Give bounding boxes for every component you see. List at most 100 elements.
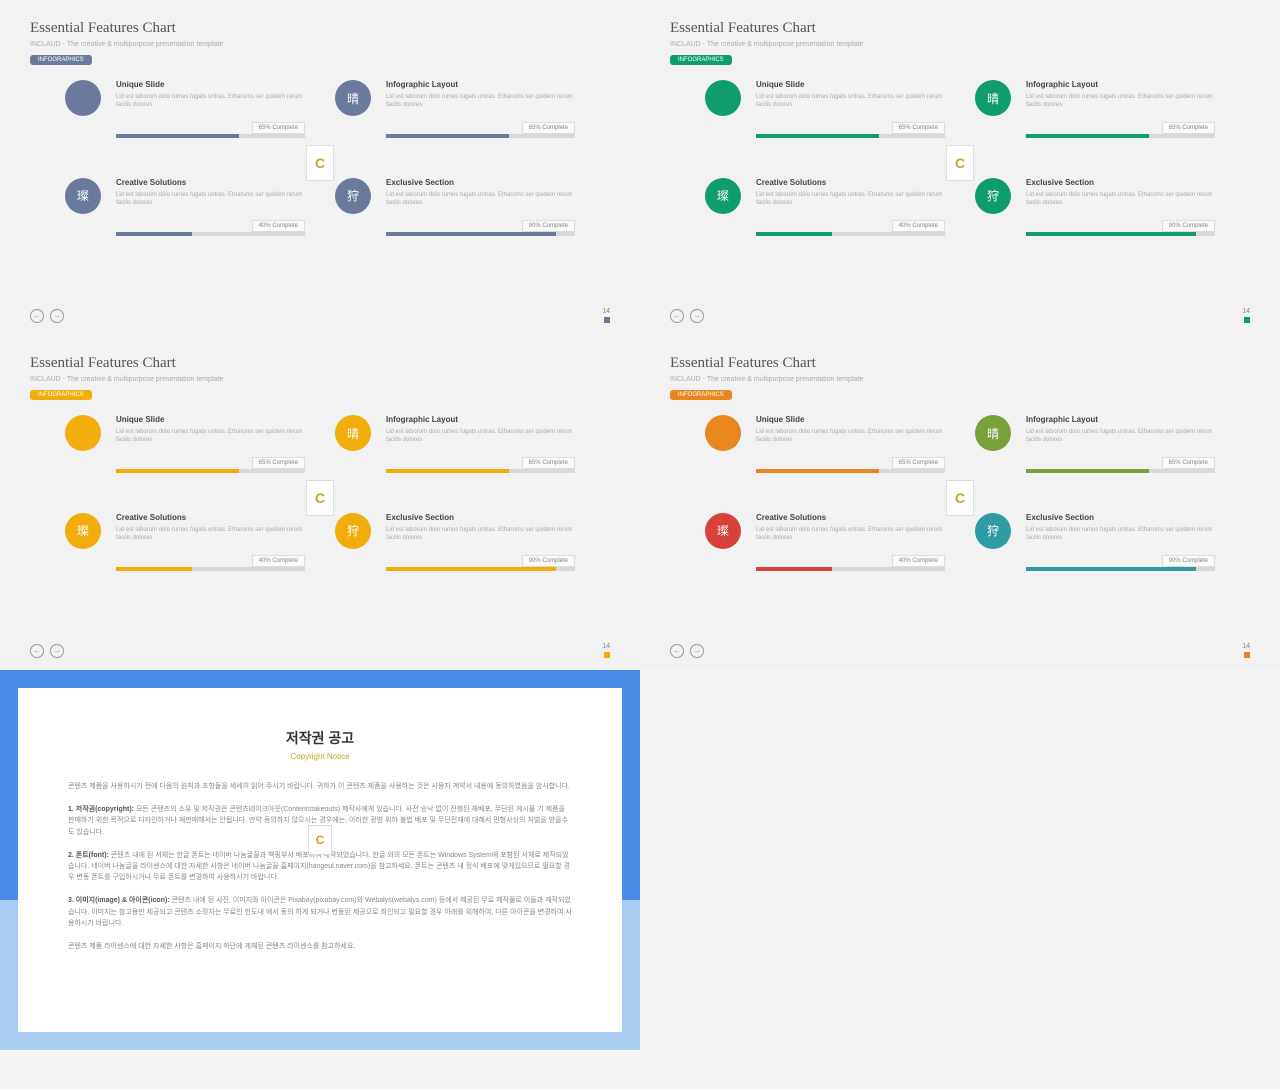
feature-title: Unique Slide bbox=[116, 80, 305, 89]
progress-label: 40% Complete bbox=[252, 220, 305, 232]
progress-bar bbox=[756, 232, 945, 236]
prev-button[interactable]: ← bbox=[670, 644, 684, 658]
feature-1: 晴 Infographic Layout Lid est laborum dol… bbox=[335, 415, 575, 473]
feature-0: Unique Slide Lid est laborum dolo rumes … bbox=[65, 80, 305, 138]
progress-label: 40% Complete bbox=[252, 555, 305, 567]
feature-title: Exclusive Section bbox=[1026, 178, 1215, 187]
page-subtitle: INCLAUD - The creative & multipurpose pr… bbox=[30, 376, 610, 383]
feature-desc: Lid est laborum dolo rumes fugats untras… bbox=[756, 191, 945, 208]
progress-label: 65% Complete bbox=[892, 122, 945, 134]
feature-0: Unique Slide Lid est laborum dolo rumes … bbox=[705, 415, 945, 473]
feature-3: 狩 Exclusive Section Lid est laborum dolo… bbox=[975, 513, 1215, 571]
feature-3: 狩 Exclusive Section Lid est laborum dolo… bbox=[335, 513, 575, 571]
progress-label: 65% Complete bbox=[892, 457, 945, 469]
progress-bar bbox=[116, 567, 305, 571]
page-subtitle: INCLAUD - The creative & multipurpose pr… bbox=[670, 376, 1250, 383]
feature-2: 璨 Creative Solutions Lid est laborum dol… bbox=[705, 513, 945, 571]
feature-3: 狩 Exclusive Section Lid est laborum dolo… bbox=[975, 178, 1215, 236]
progress-label: 65% Complete bbox=[252, 122, 305, 134]
progress-bar bbox=[116, 469, 305, 473]
page-subtitle: INCLAUD - The creative & multipurpose pr… bbox=[670, 41, 1250, 48]
next-button[interactable]: → bbox=[690, 309, 704, 323]
feature-desc: Lid est laborum dolo rumes fugats untras… bbox=[1026, 191, 1215, 208]
feature-icon: 璨 bbox=[705, 178, 741, 214]
page-number: 14 bbox=[1242, 643, 1250, 650]
slide-1: Essential Features Chart INCLAUD - The c… bbox=[0, 0, 640, 335]
next-button[interactable]: → bbox=[50, 644, 64, 658]
page-title: Essential Features Chart bbox=[30, 355, 610, 372]
prev-button[interactable]: ← bbox=[30, 644, 44, 658]
progress-bar bbox=[386, 232, 575, 236]
feature-icon: 璨 bbox=[65, 513, 101, 549]
feature-desc: Lid est laborum dolo rumes fugats untras… bbox=[116, 428, 305, 445]
feature-desc: Lid est laborum dolo rumes fugats untras… bbox=[386, 526, 575, 543]
feature-title: Infographic Layout bbox=[386, 80, 575, 89]
page-number: 14 bbox=[602, 643, 610, 650]
page-subtitle: INCLAUD - The creative & multipurpose pr… bbox=[30, 41, 610, 48]
feature-icon: 狩 bbox=[975, 513, 1011, 549]
feature-desc: Lid est laborum dolo rumes fugats untras… bbox=[116, 191, 305, 208]
feature-title: Unique Slide bbox=[116, 415, 305, 424]
feature-desc: Lid est laborum dolo rumes fugats untras… bbox=[1026, 526, 1215, 543]
progress-label: 65% Complete bbox=[522, 122, 575, 134]
feature-icon: 晴 bbox=[335, 415, 371, 451]
progress-label: 40% Complete bbox=[892, 220, 945, 232]
feature-desc: Lid est laborum dolo rumes fugats untras… bbox=[386, 191, 575, 208]
brand-logo: C bbox=[306, 480, 334, 516]
page-marker bbox=[1244, 317, 1250, 323]
feature-icon: 晴 bbox=[975, 80, 1011, 116]
thumbnail-grid: Essential Features Chart INCLAUD - The c… bbox=[0, 0, 1280, 1050]
feature-0: Unique Slide Lid est laborum dolo rumes … bbox=[65, 415, 305, 473]
brand-logo: C bbox=[946, 480, 974, 516]
feature-1: 晴 Infographic Layout Lid est laborum dol… bbox=[335, 80, 575, 138]
progress-label: 65% Complete bbox=[522, 457, 575, 469]
brand-logo: C bbox=[946, 145, 974, 181]
page-title: Essential Features Chart bbox=[30, 20, 610, 37]
progress-bar bbox=[1026, 134, 1215, 138]
prev-button[interactable]: ← bbox=[670, 309, 684, 323]
progress-bar bbox=[386, 567, 575, 571]
category-badge: INFOGRAPHICS bbox=[670, 390, 732, 400]
slide-2: Essential Features Chart INCLAUD - The c… bbox=[640, 0, 1280, 335]
feature-title: Creative Solutions bbox=[756, 513, 945, 522]
feature-desc: Lid est laborum dolo rumes fugats untras… bbox=[756, 93, 945, 110]
brand-logo: C bbox=[308, 825, 332, 855]
feature-title: Creative Solutions bbox=[116, 178, 305, 187]
slide-4: Essential Features Chart INCLAUD - The c… bbox=[640, 335, 1280, 670]
progress-label: 65% Complete bbox=[252, 457, 305, 469]
prev-button[interactable]: ← bbox=[30, 309, 44, 323]
notice-image: 3. 이미지(image) & 아이콘(icon): 콘텐츠 내에 된 사진, … bbox=[68, 895, 572, 929]
progress-bar bbox=[756, 469, 945, 473]
next-button[interactable]: → bbox=[50, 309, 64, 323]
feature-desc: Lid est laborum dolo rumes fugats untras… bbox=[1026, 93, 1215, 110]
feature-title: Infographic Layout bbox=[1026, 415, 1215, 424]
page-marker bbox=[1244, 652, 1250, 658]
page-number: 14 bbox=[602, 308, 610, 315]
feature-desc: Lid est laborum dolo rumes fugats untras… bbox=[386, 93, 575, 110]
progress-label: 90% Complete bbox=[522, 220, 575, 232]
feature-title: Infographic Layout bbox=[386, 415, 575, 424]
progress-label: 90% Complete bbox=[1162, 555, 1215, 567]
feature-1: 晴 Infographic Layout Lid est laborum dol… bbox=[975, 415, 1215, 473]
feature-title: Exclusive Section bbox=[1026, 513, 1215, 522]
progress-bar bbox=[386, 134, 575, 138]
feature-2: 璨 Creative Solutions Lid est laborum dol… bbox=[65, 513, 305, 571]
feature-desc: Lid est laborum dolo rumes fugats untras… bbox=[756, 526, 945, 543]
brand-logo: C bbox=[306, 145, 334, 181]
progress-bar bbox=[116, 232, 305, 236]
category-badge: INFOGRAPHICS bbox=[30, 390, 92, 400]
feature-desc: Lid est laborum dolo rumes fugats untras… bbox=[756, 428, 945, 445]
feature-icon bbox=[705, 80, 741, 116]
slide-3: Essential Features Chart INCLAUD - The c… bbox=[0, 335, 640, 670]
progress-bar bbox=[1026, 232, 1215, 236]
notice-title-en: Copyright Notice bbox=[68, 752, 572, 761]
feature-title: Exclusive Section bbox=[386, 178, 575, 187]
feature-3: 狩 Exclusive Section Lid est laborum dolo… bbox=[335, 178, 575, 236]
feature-2: 璨 Creative Solutions Lid est laborum dol… bbox=[705, 178, 945, 236]
notice-outro: 콘텐츠 제품 라이센스에 대한 자세한 사항은 홈페이지 하단에 게재된 콘텐츠… bbox=[68, 941, 572, 952]
feature-icon bbox=[705, 415, 741, 451]
next-button[interactable]: → bbox=[690, 644, 704, 658]
page-title: Essential Features Chart bbox=[670, 355, 1250, 372]
progress-bar bbox=[1026, 567, 1215, 571]
feature-icon: 璨 bbox=[65, 178, 101, 214]
